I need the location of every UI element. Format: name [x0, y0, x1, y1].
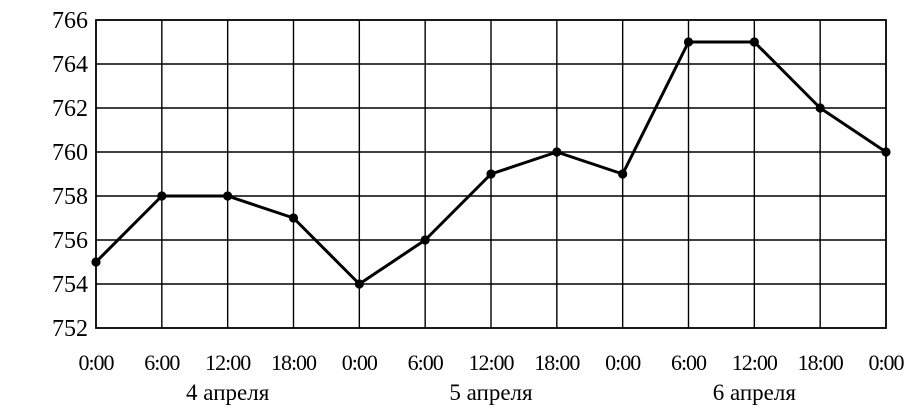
- data-point: [354, 279, 364, 289]
- x-axis-ticks: 0:00 6:00 12:00 18:00 0:00 6:00 12:00 18:00 0:00…: [78, 350, 905, 375]
- day-label: 4 апреля: [186, 380, 270, 405]
- day-label: 5 апреля: [449, 380, 533, 405]
- y-tick-label: 766: [52, 8, 88, 34]
- x-tick-label: 6:00: [408, 350, 444, 375]
- x-tick-label: 18:00: [534, 350, 580, 375]
- data-point: [420, 235, 430, 245]
- data-point: [288, 213, 299, 223]
- y-tick-label: 760: [52, 140, 88, 166]
- data-point: [223, 191, 233, 201]
- data-point: [157, 191, 167, 201]
- x-tick-label: 12:00: [468, 350, 514, 375]
- y-axis-ticks: 752 754 756 758 760 762 764 766: [52, 8, 88, 342]
- data-point: [91, 257, 101, 267]
- data-point: [683, 37, 694, 47]
- y-tick-label: 754: [52, 272, 88, 298]
- day-labels: 4 апреля 5 апреля 6 апреля: [186, 380, 796, 405]
- x-tick-label: 6:00: [144, 350, 180, 375]
- y-tick-label: 764: [52, 52, 88, 78]
- y-tick-label: 752: [52, 316, 88, 342]
- data-point: [552, 147, 562, 157]
- data-point: [749, 37, 759, 47]
- x-tick-label: 18:00: [271, 350, 317, 375]
- x-tick-label: 12:00: [732, 350, 778, 375]
- y-tick-label: 756: [52, 228, 88, 254]
- x-tick-label: 0:00: [342, 350, 378, 375]
- x-tick-label: 0:00: [868, 350, 904, 375]
- x-tick-label: 12:00: [205, 350, 251, 375]
- plot-frame: [95, 19, 887, 329]
- x-tick-label: 0:00: [605, 350, 641, 375]
- x-tick-label: 0:00: [78, 350, 114, 375]
- data-point: [815, 103, 825, 113]
- data-point: [486, 169, 496, 179]
- grid: [95, 19, 887, 329]
- x-tick-label: 6:00: [671, 350, 707, 375]
- data-point: [881, 147, 891, 157]
- data-point: [618, 169, 628, 179]
- y-tick-label: 758: [52, 184, 88, 210]
- x-tick-label: 18:00: [798, 350, 844, 375]
- series: [91, 37, 891, 289]
- y-tick-label: 762: [52, 96, 88, 122]
- day-label: 6 апреля: [713, 380, 797, 405]
